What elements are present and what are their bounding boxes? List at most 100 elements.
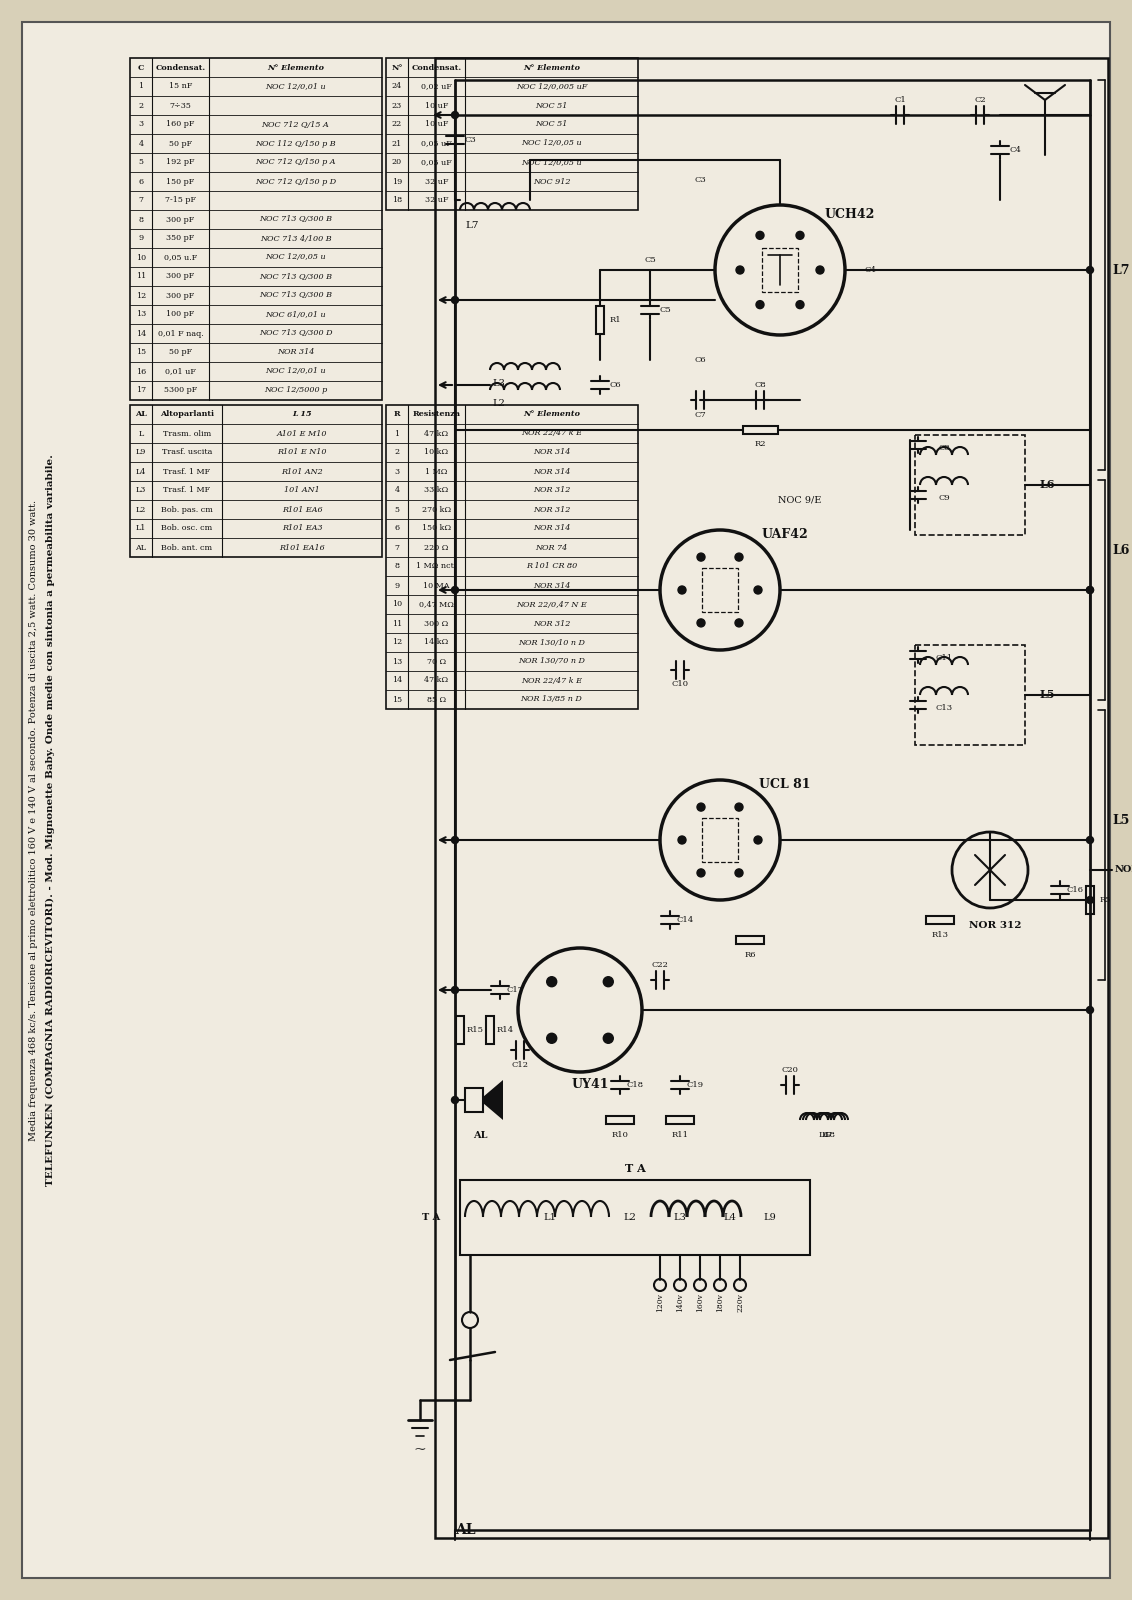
Circle shape xyxy=(1087,1006,1094,1013)
Text: NOC 12/5000 p: NOC 12/5000 p xyxy=(264,387,327,395)
Text: 1 MΩ nct.: 1 MΩ nct. xyxy=(417,563,456,571)
Text: C8: C8 xyxy=(754,381,766,389)
Circle shape xyxy=(735,554,743,562)
Text: C13: C13 xyxy=(935,704,952,712)
Text: 192 pF: 192 pF xyxy=(166,158,195,166)
Text: L4: L4 xyxy=(136,467,146,475)
Text: L7: L7 xyxy=(1112,264,1130,277)
Text: NOR 312: NOR 312 xyxy=(533,506,571,514)
Text: 6: 6 xyxy=(394,525,400,533)
Text: 9: 9 xyxy=(394,581,400,589)
Text: 10 kΩ: 10 kΩ xyxy=(424,448,448,456)
Text: 11: 11 xyxy=(136,272,146,280)
Text: 18: 18 xyxy=(392,197,402,205)
Text: NOR 314: NOR 314 xyxy=(533,525,571,533)
Text: 5: 5 xyxy=(138,158,144,166)
Text: C3: C3 xyxy=(694,176,706,184)
Text: L6: L6 xyxy=(1040,480,1055,491)
Circle shape xyxy=(1087,896,1094,904)
Text: NOR 130/70 n D: NOR 130/70 n D xyxy=(518,658,585,666)
Text: 14 kΩ: 14 kΩ xyxy=(424,638,448,646)
Text: 7: 7 xyxy=(138,197,144,205)
Text: 0,05 uF: 0,05 uF xyxy=(421,139,452,147)
Text: R101 AN2: R101 AN2 xyxy=(281,467,323,475)
Text: T A: T A xyxy=(422,1213,440,1221)
Text: L3: L3 xyxy=(674,1213,686,1221)
Text: T A: T A xyxy=(625,1163,645,1173)
Text: 15: 15 xyxy=(392,696,402,704)
Text: 270 kΩ: 270 kΩ xyxy=(422,506,451,514)
Text: 160v: 160v xyxy=(696,1293,704,1312)
Text: C5: C5 xyxy=(644,256,655,264)
Bar xyxy=(386,405,638,709)
Text: Media frequenza 468 kc/s. Tensione al primo elettrolitico 160 V e 140 V al secon: Media frequenza 468 kc/s. Tensione al pr… xyxy=(29,499,38,1141)
Circle shape xyxy=(756,301,764,309)
Text: NOC 112 Q/150 p B: NOC 112 Q/150 p B xyxy=(255,139,336,147)
Text: 9: 9 xyxy=(138,235,144,243)
Text: L2: L2 xyxy=(492,400,505,408)
Text: 32 uF: 32 uF xyxy=(424,197,448,205)
Text: NOC 912: NOC 912 xyxy=(533,178,571,186)
Text: 1: 1 xyxy=(138,83,144,91)
Text: 50 pF: 50 pF xyxy=(169,139,192,147)
Text: 47 kΩ: 47 kΩ xyxy=(424,677,448,685)
Text: 21: 21 xyxy=(392,139,402,147)
Circle shape xyxy=(603,976,614,987)
Text: C5: C5 xyxy=(659,306,671,314)
Text: R: R xyxy=(394,411,401,419)
Text: 4: 4 xyxy=(138,139,144,147)
Text: 120v: 120v xyxy=(657,1293,664,1312)
Text: C10: C10 xyxy=(671,680,688,688)
Text: 24: 24 xyxy=(392,83,402,91)
Text: 150 pF: 150 pF xyxy=(166,178,195,186)
Bar xyxy=(606,1117,634,1123)
Text: 2: 2 xyxy=(138,101,144,109)
Text: 16: 16 xyxy=(136,368,146,376)
Text: R101 EA6: R101 EA6 xyxy=(282,506,323,514)
Text: R6: R6 xyxy=(744,950,756,958)
Text: NOC 12/0,01 u: NOC 12/0,01 u xyxy=(265,83,326,91)
Text: C14: C14 xyxy=(677,915,694,925)
Text: 17: 17 xyxy=(136,387,146,395)
Text: NOC 712 Q/150 p D: NOC 712 Q/150 p D xyxy=(255,178,336,186)
Bar xyxy=(130,58,381,400)
Text: 150 kΩ: 150 kΩ xyxy=(422,525,451,533)
Text: C3: C3 xyxy=(464,136,475,144)
Text: R5: R5 xyxy=(1099,896,1110,904)
Text: NOR 22/0,47 N E: NOR 22/0,47 N E xyxy=(516,600,586,608)
Text: 300 pF: 300 pF xyxy=(166,216,195,224)
Text: 50 pF: 50 pF xyxy=(169,349,192,357)
Text: L9: L9 xyxy=(136,448,146,456)
Text: Condensat.: Condensat. xyxy=(411,64,462,72)
Text: 0,01 uF: 0,01 uF xyxy=(165,368,196,376)
Text: 300 pF: 300 pF xyxy=(166,291,195,299)
Text: N° Elemento: N° Elemento xyxy=(523,411,580,419)
Text: 20: 20 xyxy=(392,158,402,166)
Text: L1: L1 xyxy=(136,525,146,533)
Text: NOR 314: NOR 314 xyxy=(533,448,571,456)
Text: Altoparlanti: Altoparlanti xyxy=(160,411,214,419)
Text: AL: AL xyxy=(455,1523,475,1538)
Text: Resistenza: Resistenza xyxy=(412,411,461,419)
Text: L9: L9 xyxy=(764,1213,777,1221)
Circle shape xyxy=(816,266,824,274)
Text: L3: L3 xyxy=(136,486,146,494)
Text: R2: R2 xyxy=(754,440,765,448)
Bar xyxy=(702,568,738,611)
Text: 10 MA: 10 MA xyxy=(423,581,449,589)
Text: C19: C19 xyxy=(686,1082,704,1090)
Text: C4: C4 xyxy=(1009,146,1021,154)
Text: NOR 312: NOR 312 xyxy=(533,486,571,494)
Text: 0,05 uF: 0,05 uF xyxy=(421,158,452,166)
Text: 10 uF: 10 uF xyxy=(424,120,448,128)
Circle shape xyxy=(697,619,705,627)
Text: 4: 4 xyxy=(394,486,400,494)
Text: C4: C4 xyxy=(864,266,876,274)
Circle shape xyxy=(697,554,705,562)
Text: 10: 10 xyxy=(392,600,402,608)
Text: C18: C18 xyxy=(626,1082,644,1090)
Circle shape xyxy=(796,301,804,309)
Text: Trasf. 1 MF: Trasf. 1 MF xyxy=(163,467,211,475)
Text: Trasf. 1 MF: Trasf. 1 MF xyxy=(163,486,211,494)
Text: L7: L7 xyxy=(465,221,479,229)
